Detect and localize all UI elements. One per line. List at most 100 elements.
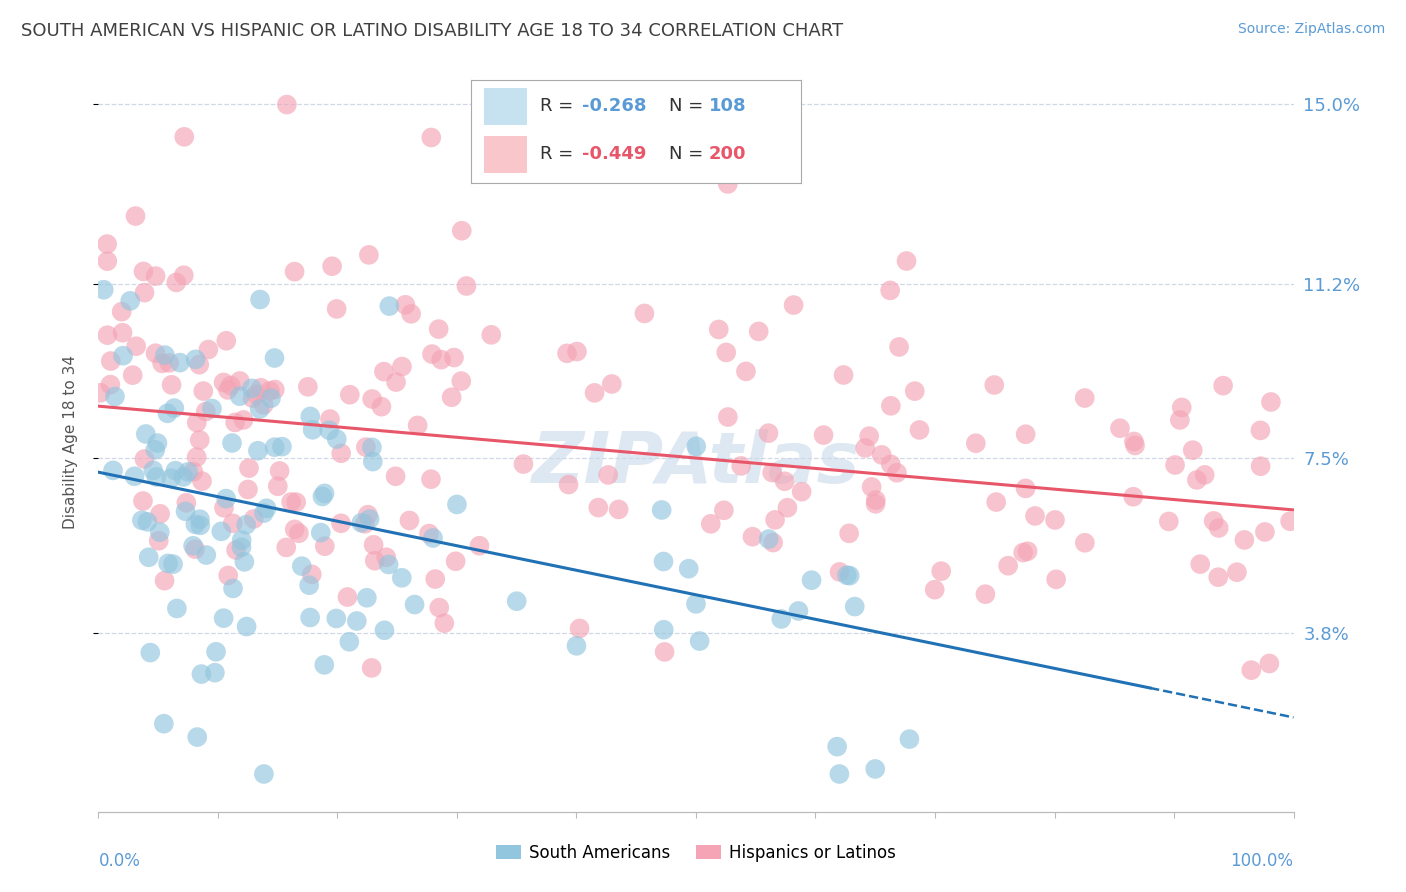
Point: [1194, 467, 1216, 482]
Point: [1189, 557, 1212, 571]
Point: [235, 619, 257, 633]
Point: [420, 472, 443, 486]
Point: [188, 512, 211, 526]
Point: [652, 623, 675, 637]
Point: [256, 501, 278, 516]
Point: [125, 339, 148, 353]
Point: [730, 458, 752, 473]
Point: [1122, 434, 1144, 449]
Point: [1168, 413, 1191, 427]
Point: [186, 730, 208, 744]
Point: [205, 645, 228, 659]
Point: [377, 558, 399, 572]
Point: [378, 299, 401, 313]
Point: [886, 466, 908, 480]
Point: [135, 427, 157, 442]
Point: [186, 450, 208, 464]
Point: [399, 307, 422, 321]
Point: [828, 565, 851, 579]
Point: [717, 410, 740, 425]
Point: [249, 293, 271, 307]
Point: [249, 402, 271, 417]
Point: [250, 381, 273, 395]
Point: [253, 506, 276, 520]
Point: [761, 466, 783, 480]
Point: [588, 500, 610, 515]
Point: [430, 352, 453, 367]
Point: [391, 571, 413, 585]
Point: [215, 491, 238, 506]
Point: [880, 399, 903, 413]
Point: [832, 368, 855, 382]
Point: [506, 594, 529, 608]
Point: [299, 409, 322, 424]
Point: [375, 550, 398, 565]
Point: [134, 452, 156, 467]
Point: [177, 465, 200, 479]
Point: [173, 268, 195, 283]
Point: [299, 610, 322, 624]
Point: [231, 541, 253, 555]
Point: [298, 578, 321, 592]
Point: [898, 732, 921, 747]
Point: [825, 739, 848, 754]
Point: [776, 500, 799, 515]
Point: [163, 401, 186, 416]
Point: [269, 464, 291, 478]
Point: [217, 383, 239, 397]
Point: [297, 380, 319, 394]
Point: [134, 285, 156, 300]
Text: ZIPAtlas: ZIPAtlas: [531, 429, 860, 499]
Point: [456, 279, 478, 293]
Point: [440, 390, 463, 404]
Point: [685, 439, 707, 453]
Point: [188, 358, 211, 372]
Point: [259, 384, 281, 398]
Point: [132, 494, 155, 508]
Point: [1260, 395, 1282, 409]
Point: [654, 645, 676, 659]
Point: [212, 611, 235, 625]
Point: [224, 416, 246, 430]
Point: [433, 616, 456, 631]
Point: [330, 446, 353, 460]
Point: [887, 340, 910, 354]
Point: [132, 264, 155, 278]
Point: [557, 477, 579, 491]
Point: [318, 423, 340, 437]
Text: 100.0%: 100.0%: [1230, 853, 1294, 871]
Point: [330, 516, 353, 531]
Point: [1123, 438, 1146, 452]
Point: [284, 265, 307, 279]
Point: [1043, 513, 1066, 527]
Point: [242, 391, 264, 405]
Point: [880, 458, 903, 472]
Point: [716, 345, 738, 359]
Point: [260, 391, 283, 405]
Point: [1122, 490, 1144, 504]
Point: [357, 508, 380, 522]
Point: [346, 614, 368, 628]
Point: [707, 322, 730, 336]
Point: [243, 512, 266, 526]
Text: -0.268: -0.268: [582, 97, 647, 115]
Point: [700, 516, 723, 531]
Point: [245, 387, 267, 401]
Point: [285, 495, 308, 509]
Point: [1074, 391, 1097, 405]
Text: 0.0%: 0.0%: [98, 853, 141, 871]
Point: [165, 276, 187, 290]
Point: [337, 634, 360, 648]
Point: [828, 767, 851, 781]
Point: [232, 413, 254, 427]
Point: [741, 530, 763, 544]
Point: [394, 298, 416, 312]
Bar: [484, 88, 527, 126]
Point: [280, 495, 302, 509]
Point: [758, 532, 780, 546]
Point: [263, 440, 285, 454]
Point: [181, 539, 204, 553]
Point: [384, 469, 406, 483]
Point: [153, 574, 176, 588]
Point: [284, 522, 307, 536]
